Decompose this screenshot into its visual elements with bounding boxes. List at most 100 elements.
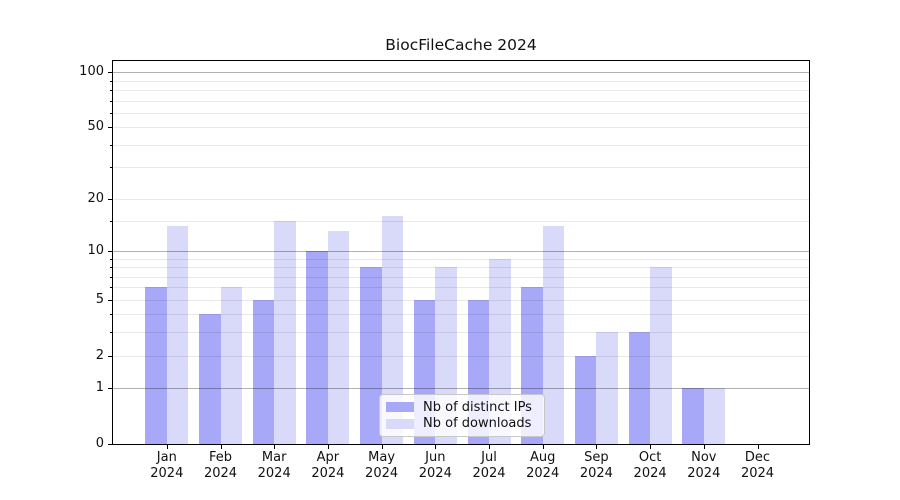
y-axis-tick — [108, 444, 112, 445]
y-tick-label: 10 — [87, 242, 104, 258]
bar-nb-of-downloads-feb — [220, 287, 242, 444]
gridline-minor — [113, 80, 809, 82]
chart-title: BiocFileCache 2024 — [385, 36, 537, 54]
bar-nb-of-downloads-may — [381, 215, 404, 444]
x-axis-tick — [327, 445, 329, 449]
gridline-minor — [113, 100, 809, 102]
x-axis-tick — [757, 445, 759, 449]
y-tick-label: 20 — [87, 190, 104, 206]
y-axis-minor-tick — [110, 80, 112, 82]
x-tick-label: Apr 2024 — [311, 450, 345, 481]
legend-row: Nb of distinct IPs — [386, 399, 536, 415]
y-axis-minor-tick — [110, 332, 112, 334]
plot-area: 0 1 2 5 10 20 50 100 Jan 2024 Feb 2024 Mar 2024 Apr 202… — [79, 60, 810, 481]
bar-nb-of-downloads-mar — [274, 220, 296, 444]
y-axis-minor-tick — [110, 287, 112, 289]
bar-nb-of-distinct-ips-feb — [199, 314, 221, 444]
x-tick-label: Jan 2024 — [150, 450, 184, 481]
gridline-minor — [113, 267, 809, 268]
x-tick-label: Aug 2024 — [526, 450, 560, 481]
y-axis-minor-tick — [110, 314, 112, 316]
legend-row: Nb of downloads — [386, 416, 536, 432]
x-tick-label: Dec 2024 — [740, 450, 775, 481]
y-axis-minor-tick — [110, 100, 112, 102]
bar-nb-of-distinct-ips-may — [360, 267, 382, 444]
y-axis-minor-tick — [110, 112, 112, 114]
x-axis-tick — [166, 445, 168, 449]
legend-swatch-downloads — [386, 418, 414, 429]
y-axis-minor-tick — [110, 258, 112, 260]
x-axis-tick — [650, 445, 652, 449]
y-axis-tick — [108, 299, 112, 301]
gridline-minor — [113, 287, 809, 289]
x-axis-tick — [274, 445, 276, 449]
legend-label-distinct-ips: Nb of distinct IPs — [423, 399, 532, 415]
gridline-minor — [113, 112, 809, 114]
gridline-minor — [113, 299, 809, 301]
x-tick-label: Jul 2024 — [472, 450, 506, 481]
y-axis-tick — [108, 72, 112, 74]
bar-nb-of-distinct-ips-oct — [628, 332, 651, 444]
gridline-minor — [113, 144, 809, 146]
y-tick-label: 0 — [95, 436, 104, 451]
legend-swatch-distinct-ips — [386, 402, 414, 413]
gridline-major — [113, 388, 809, 390]
bar-nb-of-downloads-oct — [650, 267, 672, 444]
gridline-minor — [113, 332, 809, 334]
gridline-minor — [113, 314, 809, 316]
y-tick-label: 2 — [95, 347, 104, 363]
bar-nb-of-distinct-ips-mar — [252, 299, 275, 444]
gridline-major — [113, 250, 809, 252]
gridline-minor — [113, 355, 809, 357]
bar-nb-of-downloads-sep — [596, 332, 618, 444]
bar-nb-of-distinct-ips-apr — [306, 250, 328, 444]
x-axis-tick — [381, 445, 383, 449]
x-axis-tick — [703, 445, 705, 449]
y-axis-minor-tick — [110, 167, 112, 169]
gridline-minor — [113, 220, 809, 222]
bar-nb-of-downloads-apr — [327, 231, 350, 444]
y-axis-tick — [108, 127, 112, 129]
legend: Nb of distinct IPs Nb of downloads — [379, 394, 545, 437]
bar-nb-of-distinct-ips-jan — [145, 287, 167, 444]
x-tick-label: Feb 2024 — [203, 450, 238, 481]
y-axis-tick — [108, 388, 112, 390]
gridline-minor — [113, 90, 809, 91]
gridline-minor — [113, 127, 809, 129]
gridline-minor — [113, 276, 809, 278]
x-axis-tick — [542, 445, 544, 449]
y-tick-label: 5 — [95, 291, 104, 307]
bar-nb-of-downloads-nov — [703, 388, 726, 444]
x-tick-label: May 2024 — [365, 450, 399, 481]
bar-nb-of-distinct-ips-sep — [574, 355, 597, 444]
x-tick-label: Oct 2024 — [633, 450, 667, 481]
bar-nb-of-downloads-jan — [166, 225, 189, 444]
y-axis-minor-tick — [110, 220, 112, 222]
bar-nb-of-downloads-aug — [542, 225, 565, 444]
y-tick-label: 1 — [95, 380, 104, 396]
gridline-major — [113, 72, 809, 74]
x-axis-tick — [596, 445, 598, 449]
y-axis-tick — [108, 198, 112, 200]
x-axis-tick — [489, 445, 490, 449]
x-tick-label: Nov 2024 — [687, 450, 721, 481]
x-tick-label: Mar 2024 — [257, 450, 291, 481]
y-axis-minor-tick — [110, 276, 112, 278]
legend-label-downloads: Nb of downloads — [423, 416, 532, 432]
y-axis-tick — [108, 250, 112, 252]
x-axis-tick — [435, 445, 437, 449]
y-axis-minor-tick — [110, 267, 112, 268]
y-axis-tick — [108, 355, 112, 357]
y-tick-label: 50 — [87, 119, 104, 135]
x-axis-tick — [220, 445, 222, 449]
gridline-minor — [113, 258, 809, 260]
y-axis-minor-tick — [110, 144, 112, 146]
bar-nb-of-distinct-ips-nov — [682, 388, 704, 444]
y-tick-label: 100 — [79, 64, 104, 80]
gridline-minor — [113, 198, 809, 200]
gridline-minor — [113, 167, 809, 169]
x-tick-label: Sep 2024 — [579, 450, 613, 481]
y-axis-minor-tick — [110, 90, 112, 91]
x-tick-label: Jun 2024 — [418, 450, 452, 481]
